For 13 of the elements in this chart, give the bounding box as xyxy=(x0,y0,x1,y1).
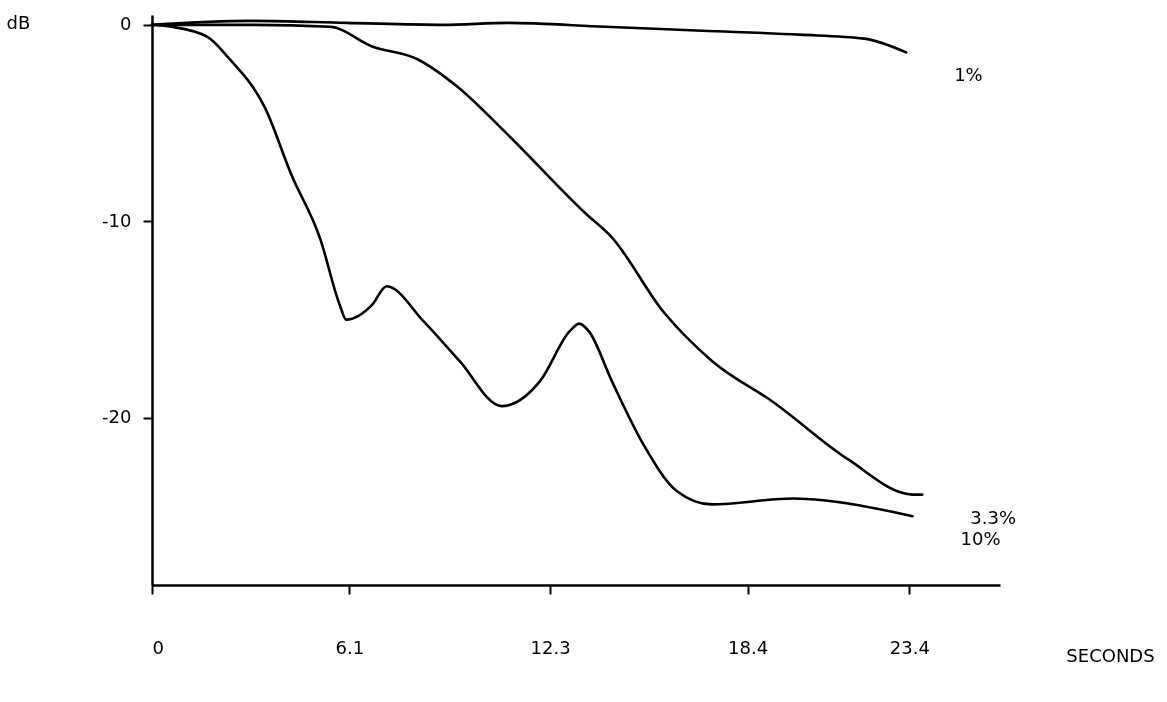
x-tick-label: 6.1 xyxy=(335,636,365,658)
x-tick-label: 0 xyxy=(152,636,164,658)
x-tick-label: 18.4 xyxy=(728,636,769,658)
y-axis-title: dB xyxy=(6,11,31,33)
x-tick-label: 23.4 xyxy=(889,636,930,658)
text: 3.3% xyxy=(970,506,1017,528)
y-tick-label: -10 xyxy=(102,209,132,231)
y-tick-label: -20 xyxy=(102,406,132,428)
x-tick-label: 12.3 xyxy=(530,636,571,658)
text: 10% xyxy=(960,528,1001,550)
text: 1% xyxy=(954,64,983,86)
x-axis-title: SECONDS xyxy=(1066,644,1155,666)
y-tick-label: 0 xyxy=(120,13,132,35)
